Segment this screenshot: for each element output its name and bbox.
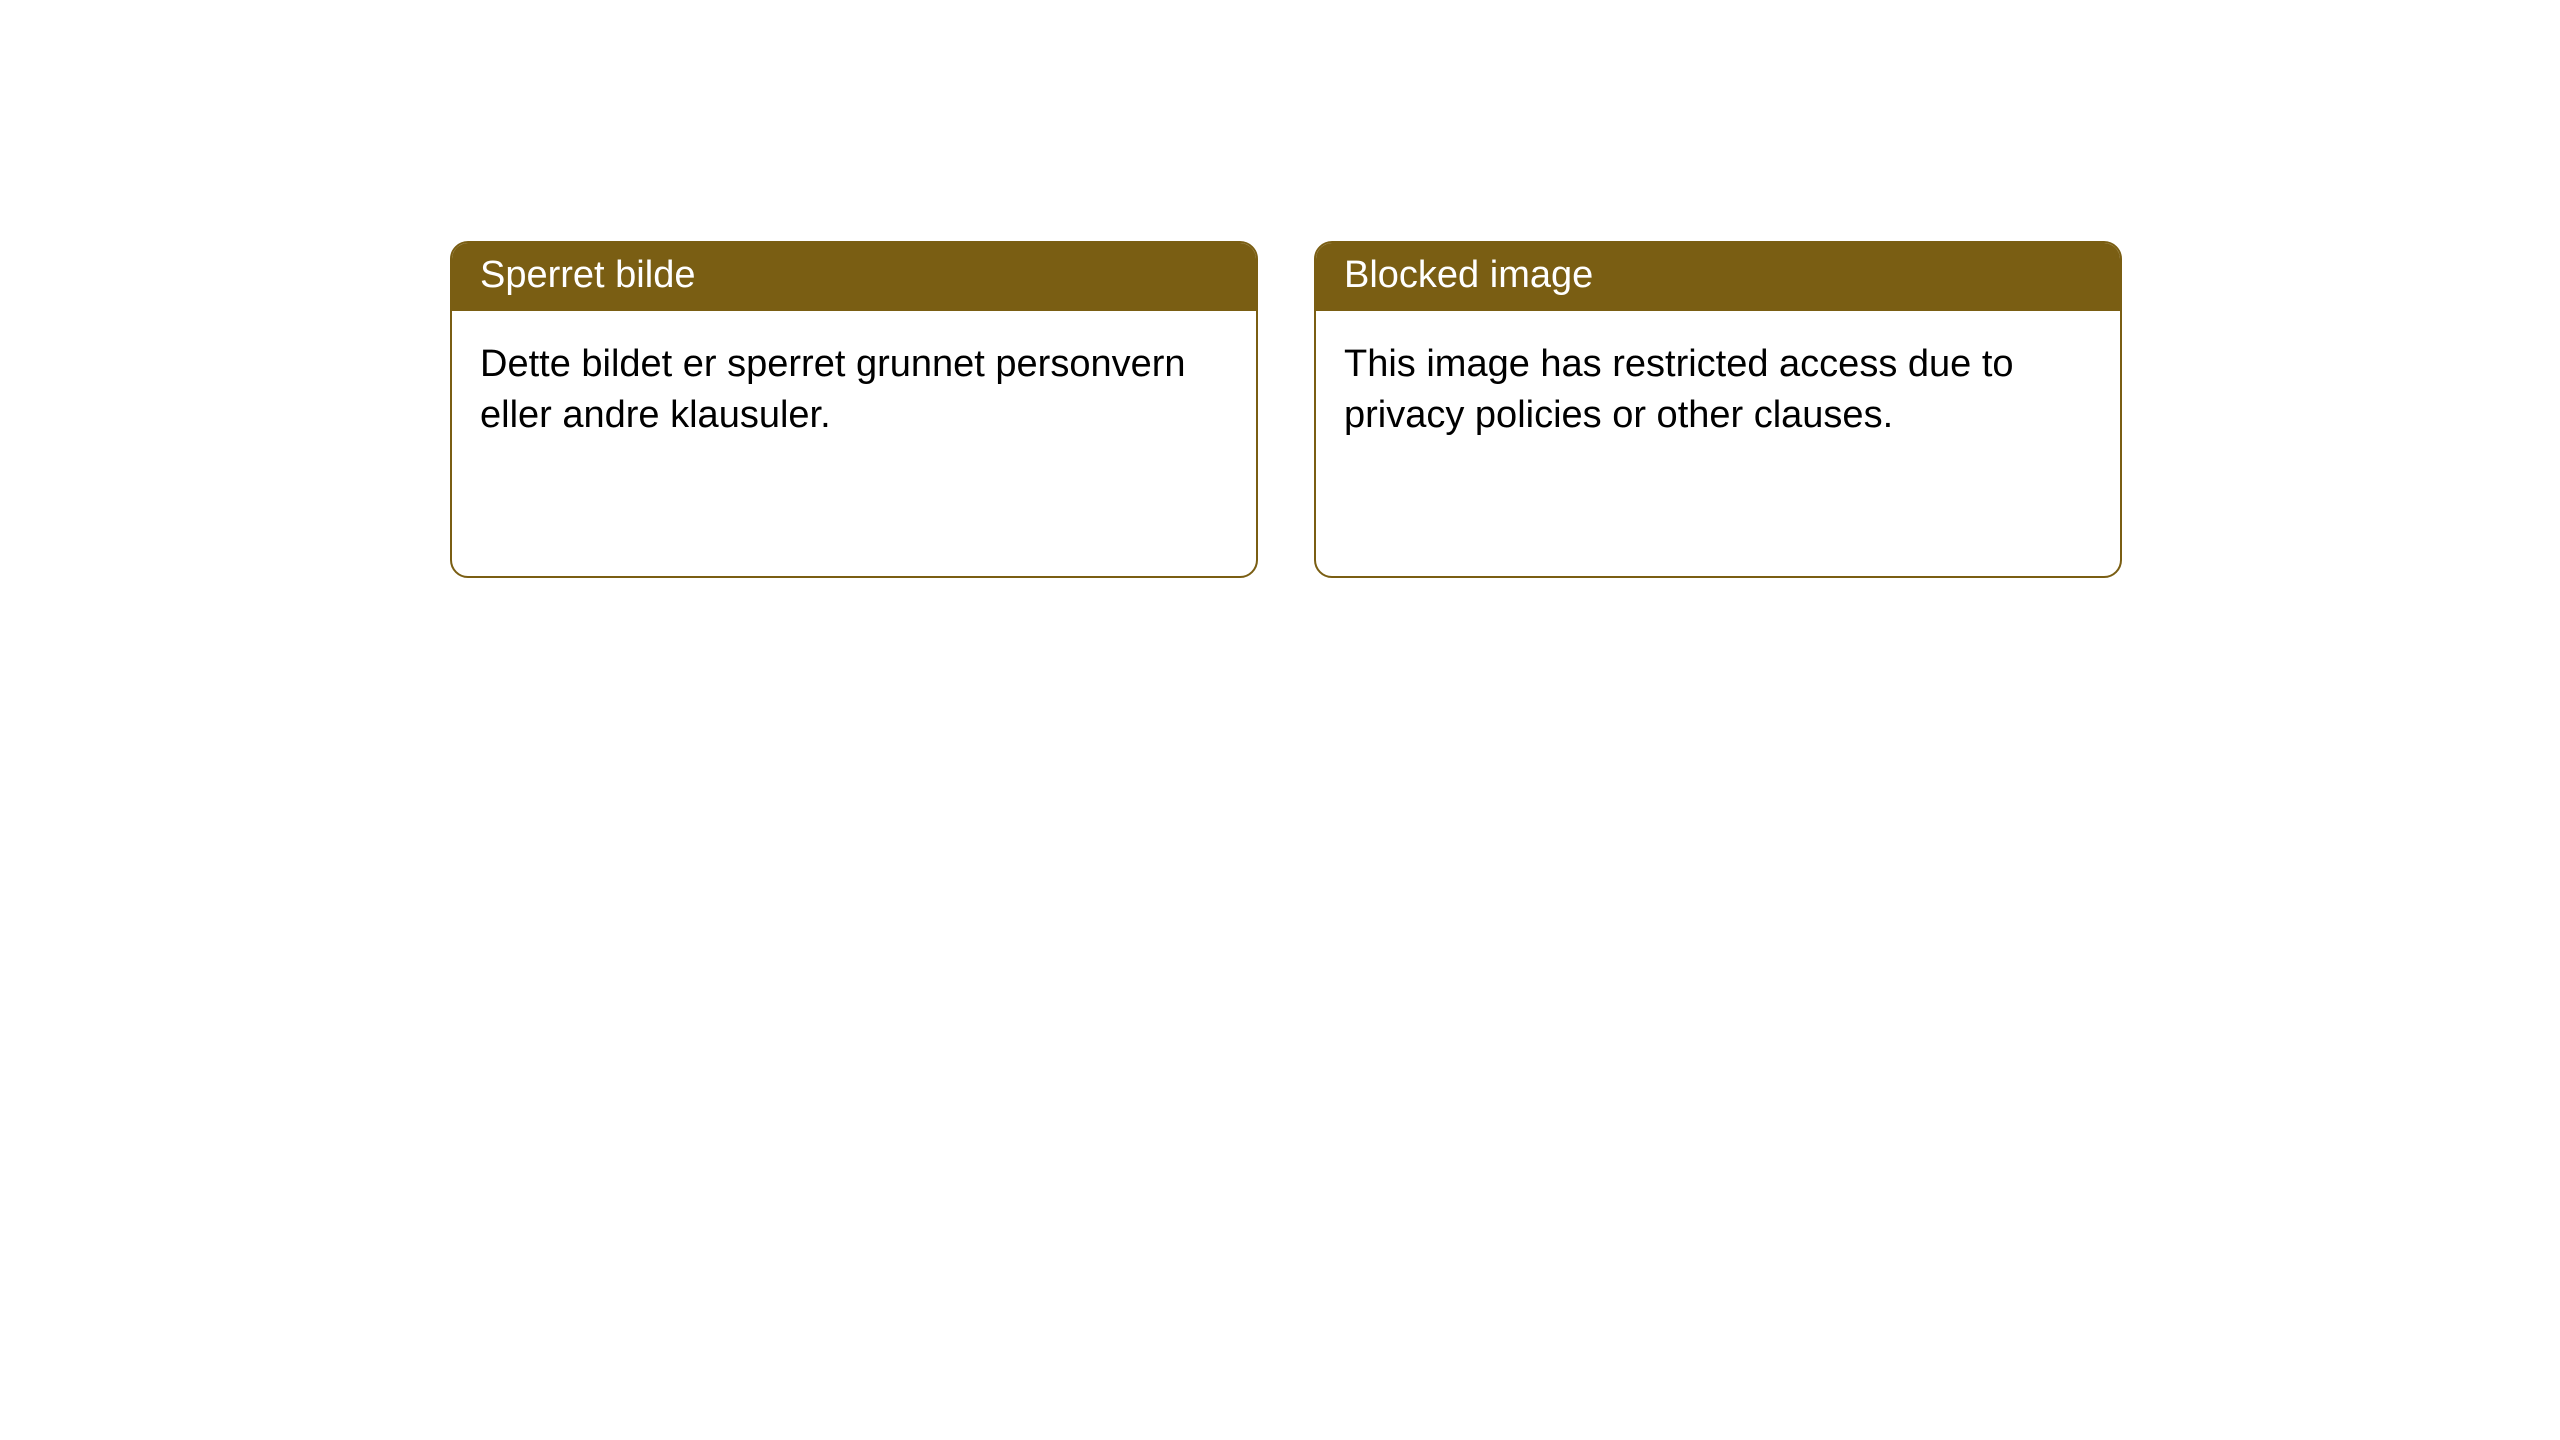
cards-container: Sperret bilde Dette bildet er sperret gr… [450, 241, 2122, 578]
card-norwegian: Sperret bilde Dette bildet er sperret gr… [450, 241, 1258, 578]
card-english: Blocked image This image has restricted … [1314, 241, 2122, 578]
card-header-english: Blocked image [1316, 243, 2120, 311]
card-body-english: This image has restricted access due to … [1316, 311, 2120, 470]
card-header-norwegian: Sperret bilde [452, 243, 1256, 311]
card-body-norwegian: Dette bildet er sperret grunnet personve… [452, 311, 1256, 470]
